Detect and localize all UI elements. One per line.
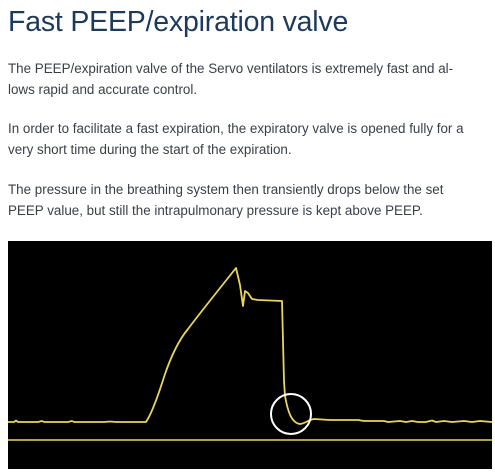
waveform-background: [8, 241, 492, 469]
paragraph-line: very short time during the start of the …: [8, 142, 292, 157]
pressure-waveform-figure: [8, 241, 492, 469]
pressure-waveform-line: [8, 267, 492, 425]
paragraph-line: In order to facilitate a fast expiration…: [8, 121, 464, 136]
paragraph-peep-drop: The pressure in the breathing system the…: [8, 179, 492, 221]
page-title: Fast PEEP/expiration valve: [8, 6, 349, 38]
paragraph-fast-expiration: In order to facilitate a fast expiration…: [8, 118, 492, 160]
circle-highlight-icon: [270, 393, 312, 435]
paragraph-line: The pressure in the breathing system the…: [8, 182, 444, 197]
pressure-waveform-svg: [8, 241, 492, 469]
paragraph-valve-speed: The PEEP/expiration valve of the Servo v…: [8, 58, 492, 100]
paragraph-line: The PEEP/expiration valve of the Servo v…: [8, 61, 454, 76]
paragraph-line: PEEP value, but still the intrapulmonary…: [8, 203, 423, 218]
paragraph-line: lows rapid and accurate control.: [8, 82, 198, 97]
